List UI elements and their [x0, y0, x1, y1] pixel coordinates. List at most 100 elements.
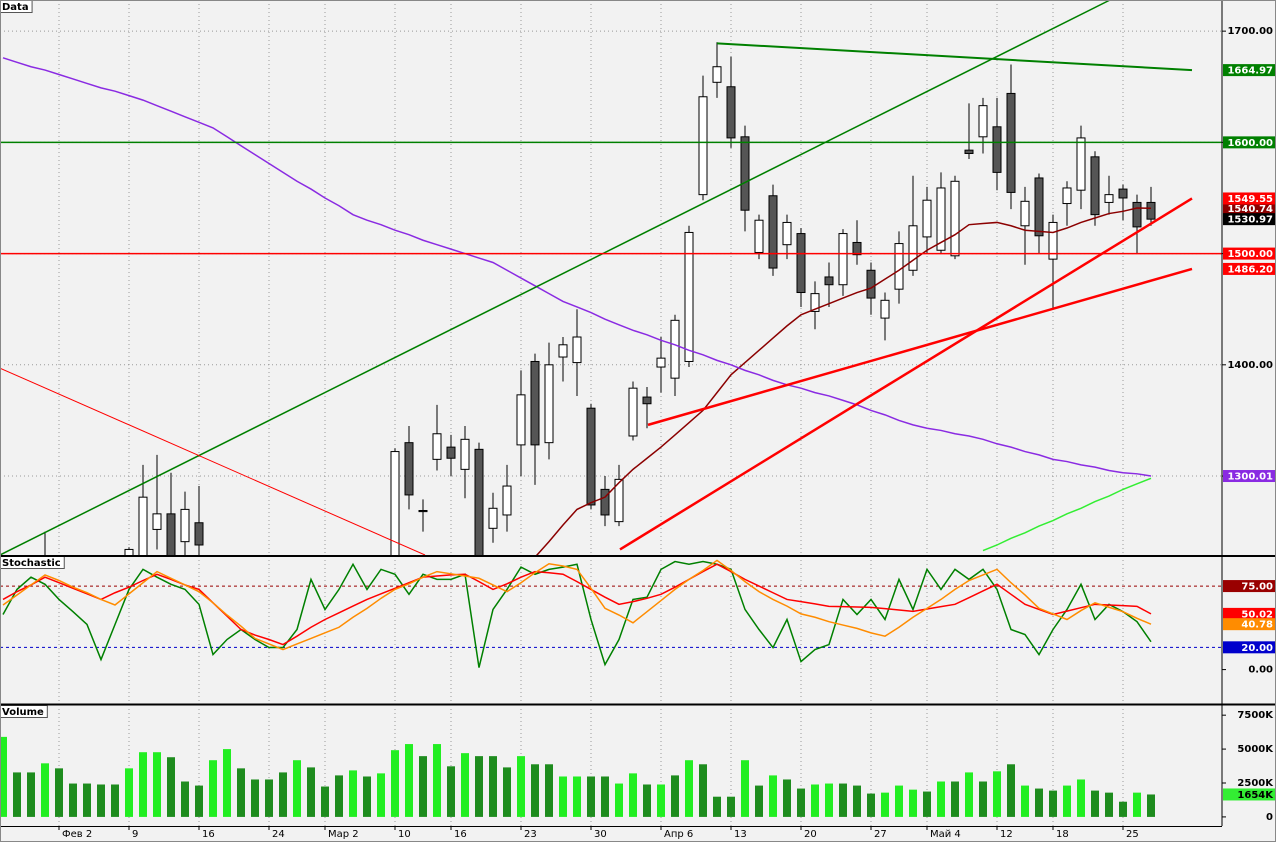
volume-bar — [41, 763, 49, 817]
candle-body — [586, 407, 596, 506]
volume-bar — [167, 757, 175, 817]
candle-body — [880, 299, 890, 319]
volume-bar — [741, 760, 749, 817]
candle-body — [460, 438, 470, 470]
volume-bar — [881, 792, 889, 817]
candle-body — [488, 507, 498, 529]
volume-bar — [909, 789, 917, 817]
volume-bar — [531, 764, 539, 817]
candle-body — [1104, 194, 1114, 203]
volume-bar — [699, 764, 707, 817]
volume-bar — [1007, 764, 1015, 817]
volume-bar — [321, 786, 329, 817]
price-marker — [1223, 607, 1275, 620]
pane-data — [0, 736, 1155, 817]
y-tick-label: 1700.00 — [1227, 26, 1273, 37]
candle-body — [698, 96, 708, 196]
candle-body — [404, 442, 414, 496]
volume-bar — [293, 760, 301, 817]
candle-body — [516, 394, 526, 446]
candle-body — [796, 233, 806, 294]
price-marker-label: 1540.74 — [1227, 204, 1273, 215]
volume-bar — [405, 744, 413, 817]
volume-bar — [1077, 779, 1085, 817]
price-marker-label: 1300.01 — [1227, 472, 1273, 483]
x-tick-label: 30 — [594, 829, 607, 840]
candle-body — [726, 86, 736, 139]
pane-title: Data — [2, 2, 29, 13]
indicator-line — [2, 57, 1152, 477]
volume-bar — [153, 752, 161, 817]
candle-body — [754, 219, 764, 253]
candle-body — [1034, 177, 1044, 237]
volume-bar — [27, 772, 35, 817]
data-layer — [0, 0, 1222, 817]
price-marker-label: 40.78 — [1241, 620, 1273, 631]
volume-bar — [391, 750, 399, 817]
x-tick-label: 20 — [804, 829, 817, 840]
volume-bar — [867, 793, 875, 817]
volume-bar — [251, 779, 259, 817]
volume-bar — [1049, 790, 1057, 817]
volume-bar — [363, 776, 371, 817]
volume-bar — [419, 756, 427, 817]
x-tick-label: 27 — [874, 829, 887, 840]
volume-bar — [111, 784, 119, 817]
x-tick-label: Май 4 — [930, 829, 961, 840]
trend-line — [0, 367, 426, 555]
volume-bar — [1105, 792, 1113, 817]
indicator-line — [2, 563, 1152, 646]
x-tick-label: 16 — [202, 829, 215, 840]
volume-bar — [97, 784, 105, 817]
volume-bar — [0, 736, 7, 817]
indicator-line — [982, 477, 1152, 552]
candle-body — [810, 293, 820, 312]
pane-title: Stochastic — [2, 558, 61, 569]
volume-bar — [979, 781, 987, 817]
volume-bar — [503, 767, 511, 817]
x-tick-label: 25 — [1126, 829, 1139, 840]
trend-line — [647, 267, 1193, 427]
candle-body — [600, 488, 610, 516]
pane-title: Volume — [2, 707, 44, 718]
x-tick-label: 10 — [398, 829, 411, 840]
volume-bar — [671, 775, 679, 817]
volume-bar — [307, 767, 315, 817]
candle-body — [936, 187, 946, 251]
pane-data — [0, 0, 1222, 555]
candle-body — [166, 513, 176, 555]
candle-body — [656, 357, 666, 368]
volume-bar — [475, 756, 483, 817]
candle-body — [390, 451, 400, 555]
volume-bar — [713, 796, 721, 817]
candle-body — [544, 364, 554, 444]
volume-bar — [349, 770, 357, 817]
candle-body — [642, 396, 652, 405]
grid-layer — [0, 0, 1222, 826]
candle-body — [866, 269, 876, 299]
y-tick-label: 0.00 — [1248, 665, 1273, 676]
volume-bar — [83, 783, 91, 817]
volume-bar — [1021, 785, 1029, 817]
trend-line — [619, 197, 1193, 551]
volume-bar — [1119, 801, 1127, 817]
volume-bar — [1035, 788, 1043, 817]
volume-bar — [825, 783, 833, 817]
price-marker — [1223, 192, 1275, 205]
price-marker-label: 50.02 — [1241, 609, 1273, 620]
volume-bar — [797, 788, 805, 817]
volume-bar — [839, 783, 847, 817]
candle-body — [670, 319, 680, 379]
price-marker-label: 1549.55 — [1227, 194, 1273, 205]
volume-bar — [783, 779, 791, 817]
price-marker — [1223, 470, 1275, 483]
x-tick-label: 13 — [734, 829, 747, 840]
candle-body — [446, 446, 456, 459]
y-tick-label: 2500K — [1237, 778, 1274, 789]
volume-bar — [13, 772, 21, 817]
volume-bar — [923, 791, 931, 817]
volume-bar — [755, 785, 763, 817]
volume-bar — [615, 783, 623, 817]
